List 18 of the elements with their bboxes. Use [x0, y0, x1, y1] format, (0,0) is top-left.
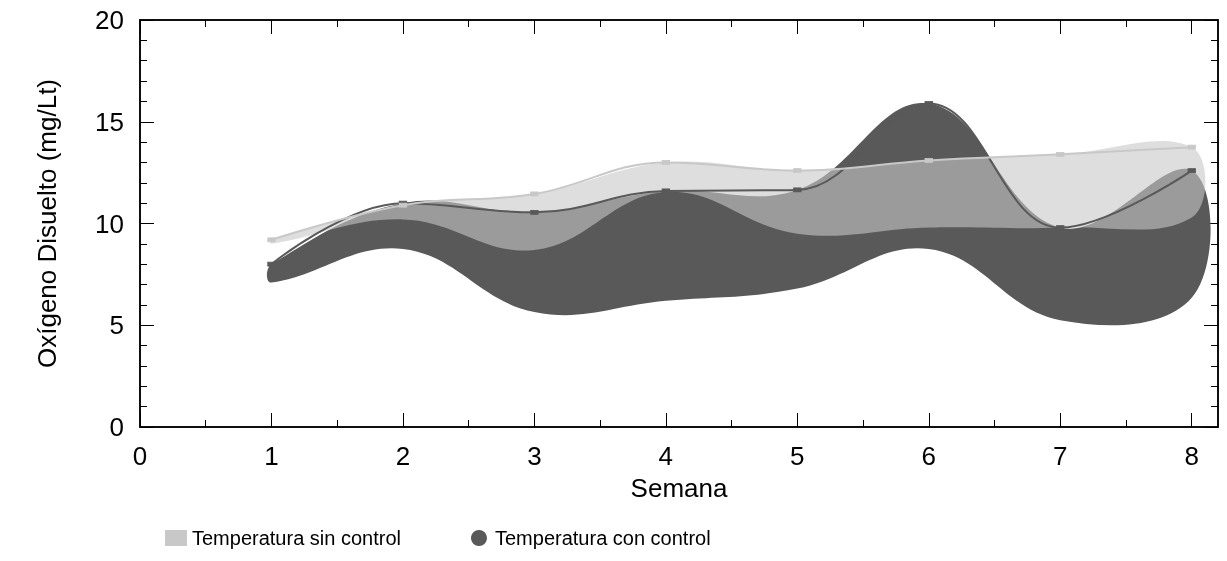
legend-label: Temperatura sin control — [192, 527, 401, 549]
x-tick-label: 2 — [395, 441, 411, 471]
x-tick-label: 5 — [790, 441, 805, 471]
y-tick-label: 5 — [109, 310, 124, 341]
x-tick-label: 4 — [658, 441, 674, 471]
x-tick-label: 8 — [1184, 441, 1199, 471]
x-tick-label: 3 — [527, 441, 542, 471]
x-tick-label: 0 — [132, 441, 148, 471]
x-tick-label: 7 — [1053, 441, 1068, 471]
y-tick-label: 20 — [95, 5, 124, 35]
x-tick-label: 6 — [921, 441, 937, 471]
y-tick-label: 0 — [109, 412, 124, 442]
y-tick-label: 10 — [95, 208, 124, 239]
legend-label: Temperatura con control — [494, 527, 711, 549]
y-axis-title: Oxígeno Disuelto (mg/Lt) — [32, 78, 62, 369]
x-tick-label: 1 — [264, 441, 279, 471]
y-tick-label: 15 — [95, 106, 124, 137]
x-axis-title: Semana — [630, 473, 728, 503]
